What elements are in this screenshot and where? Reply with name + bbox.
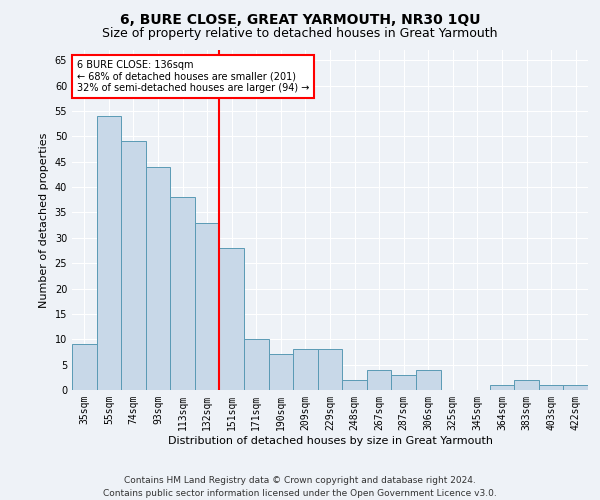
Bar [121, 142, 146, 390]
Text: Size of property relative to detached houses in Great Yarmouth: Size of property relative to detached ho… [102, 28, 498, 40]
Bar [170, 197, 195, 390]
Text: 6 BURE CLOSE: 136sqm
← 68% of detached houses are smaller (201)
32% of semi-deta: 6 BURE CLOSE: 136sqm ← 68% of detached h… [77, 60, 310, 94]
Bar [539, 385, 563, 390]
Bar [342, 380, 367, 390]
Bar [195, 222, 220, 390]
Bar [97, 116, 121, 390]
Bar [514, 380, 539, 390]
Bar [416, 370, 440, 390]
Bar [244, 340, 269, 390]
Bar [490, 385, 514, 390]
Bar [563, 385, 588, 390]
Bar [293, 350, 318, 390]
Bar [220, 248, 244, 390]
Bar [72, 344, 97, 390]
Bar [269, 354, 293, 390]
Bar [367, 370, 391, 390]
X-axis label: Distribution of detached houses by size in Great Yarmouth: Distribution of detached houses by size … [167, 436, 493, 446]
Bar [146, 166, 170, 390]
Text: Contains HM Land Registry data © Crown copyright and database right 2024.
Contai: Contains HM Land Registry data © Crown c… [103, 476, 497, 498]
Y-axis label: Number of detached properties: Number of detached properties [39, 132, 49, 308]
Bar [391, 375, 416, 390]
Bar [318, 350, 342, 390]
Text: 6, BURE CLOSE, GREAT YARMOUTH, NR30 1QU: 6, BURE CLOSE, GREAT YARMOUTH, NR30 1QU [120, 12, 480, 26]
